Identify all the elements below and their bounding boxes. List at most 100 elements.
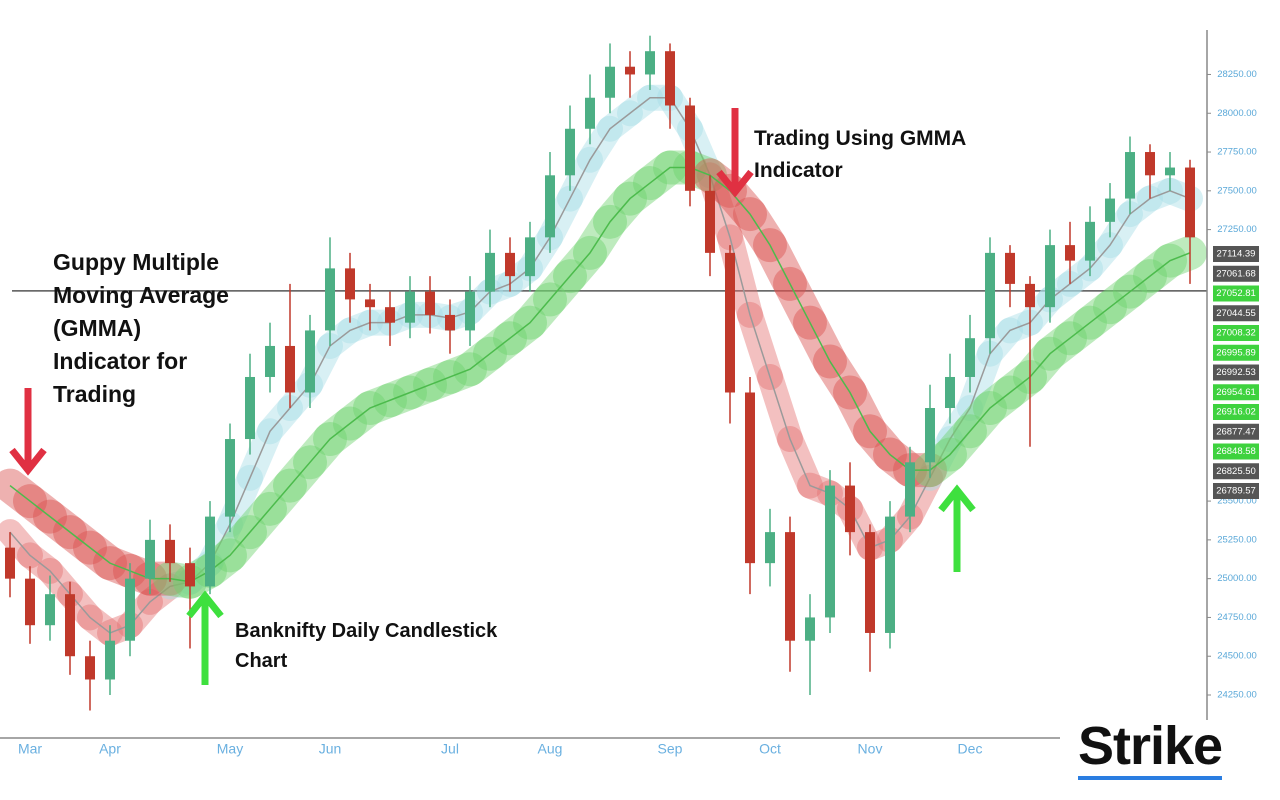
price-label-box bbox=[1213, 443, 1259, 460]
candle-body bbox=[705, 190, 715, 253]
x-tick-label: Jun bbox=[319, 741, 342, 757]
candle-body bbox=[105, 640, 115, 680]
price-label: 26916.02 bbox=[1216, 407, 1256, 418]
price-label: 27044.55 bbox=[1216, 308, 1256, 319]
price-label: 26789.57 bbox=[1216, 486, 1256, 497]
y-tick-label: 28250.00 bbox=[1217, 69, 1257, 80]
candle-body bbox=[945, 376, 955, 409]
x-tick-label: Dec bbox=[958, 741, 983, 757]
candle-body bbox=[825, 485, 835, 618]
candle-body bbox=[785, 532, 795, 641]
price-label-box bbox=[1213, 384, 1259, 401]
y-tick-label: 27250.00 bbox=[1217, 224, 1257, 235]
candle-body bbox=[265, 345, 275, 377]
candle-body bbox=[485, 252, 495, 292]
price-label-box bbox=[1213, 265, 1259, 282]
candle-body bbox=[525, 237, 535, 277]
price-label-box bbox=[1213, 325, 1259, 341]
y-tick-label: 24500.00 bbox=[1217, 651, 1257, 662]
y-tick-label: 28000.00 bbox=[1217, 108, 1257, 119]
candle-body bbox=[1145, 152, 1155, 176]
candle-body bbox=[205, 516, 215, 587]
candle-body bbox=[885, 516, 895, 633]
price-label-box bbox=[1213, 344, 1259, 361]
x-tick-label: Sep bbox=[658, 741, 683, 757]
candle-body bbox=[1025, 283, 1035, 308]
price-label-box bbox=[1213, 364, 1259, 381]
arrow-up-green bbox=[186, 590, 224, 685]
price-label: 27008.32 bbox=[1216, 328, 1256, 339]
candle-body bbox=[245, 376, 255, 440]
candle-body bbox=[845, 485, 855, 533]
candle-body bbox=[905, 462, 915, 517]
candle-body bbox=[1005, 252, 1015, 284]
y-tick-label: 25500.00 bbox=[1217, 496, 1257, 507]
candle-body bbox=[5, 547, 15, 579]
annotation: Banknifty Daily Candlestick Chart bbox=[235, 620, 498, 672]
price-label: 27061.68 bbox=[1216, 268, 1256, 279]
logo: Strike bbox=[1078, 716, 1223, 780]
plot-area bbox=[0, 35, 1207, 711]
candle-body bbox=[745, 392, 755, 564]
candle-body bbox=[425, 291, 435, 315]
candle-body bbox=[665, 51, 675, 106]
y-tick-label: 25000.00 bbox=[1217, 573, 1257, 584]
candle-body bbox=[925, 408, 935, 463]
annotation: Trading Using GMMA Indicator bbox=[754, 127, 966, 182]
x-tick-label: Nov bbox=[858, 741, 883, 757]
price-label-box bbox=[1213, 305, 1259, 322]
candle-body bbox=[325, 268, 335, 331]
y-tick-label: 27750.00 bbox=[1217, 147, 1257, 158]
candle-body bbox=[685, 105, 695, 191]
candle-body bbox=[985, 252, 995, 339]
candle-body bbox=[1125, 152, 1135, 199]
candle-body bbox=[805, 617, 815, 641]
x-tick-label: Jul bbox=[441, 741, 459, 757]
price-label-box bbox=[1213, 404, 1259, 420]
candle-body bbox=[865, 532, 875, 633]
candle-body bbox=[25, 578, 35, 626]
candle-body bbox=[305, 330, 315, 393]
candle-body bbox=[145, 539, 155, 579]
y-tick-label: 27500.00 bbox=[1217, 185, 1257, 196]
candle-body bbox=[1105, 198, 1115, 222]
price-label-box bbox=[1213, 246, 1259, 262]
candle-body bbox=[385, 307, 395, 323]
price-label: 27052.81 bbox=[1216, 288, 1256, 299]
candle-body bbox=[45, 594, 55, 626]
candle-body bbox=[585, 97, 595, 129]
candle-body bbox=[605, 66, 615, 98]
y-tick-label: 24250.00 bbox=[1217, 690, 1257, 701]
price-label-box bbox=[1213, 285, 1259, 302]
candle-body bbox=[505, 252, 515, 277]
candle-body bbox=[165, 539, 175, 564]
candle-body bbox=[725, 252, 735, 393]
candle-body bbox=[565, 128, 575, 176]
x-tick-label: Oct bbox=[759, 741, 781, 757]
candle-body bbox=[185, 563, 195, 587]
candle-body bbox=[225, 439, 235, 517]
candle-body bbox=[545, 175, 555, 238]
candle-body bbox=[765, 532, 775, 564]
candle-body bbox=[125, 578, 135, 641]
candle-body bbox=[285, 345, 295, 393]
candle-body bbox=[85, 656, 95, 680]
x-tick-label: Mar bbox=[18, 741, 42, 757]
candle-body bbox=[405, 291, 415, 323]
candle-body bbox=[1045, 245, 1055, 308]
price-label: 26992.53 bbox=[1216, 367, 1256, 378]
candle-body bbox=[1065, 245, 1075, 261]
chart-title: Guppy Multiple Moving Average (GMMA) Ind… bbox=[53, 249, 229, 407]
price-label: 26825.50 bbox=[1216, 466, 1256, 477]
candle-body bbox=[645, 51, 655, 75]
price-label-box bbox=[1213, 463, 1259, 480]
price-label-box bbox=[1213, 423, 1259, 440]
arrow-down-red bbox=[716, 108, 754, 198]
price-label: 26848.58 bbox=[1216, 446, 1256, 457]
candle-body bbox=[345, 268, 355, 300]
price-label-box bbox=[1213, 483, 1259, 499]
price-label: 26995.89 bbox=[1216, 347, 1256, 358]
candle-body bbox=[365, 299, 375, 308]
